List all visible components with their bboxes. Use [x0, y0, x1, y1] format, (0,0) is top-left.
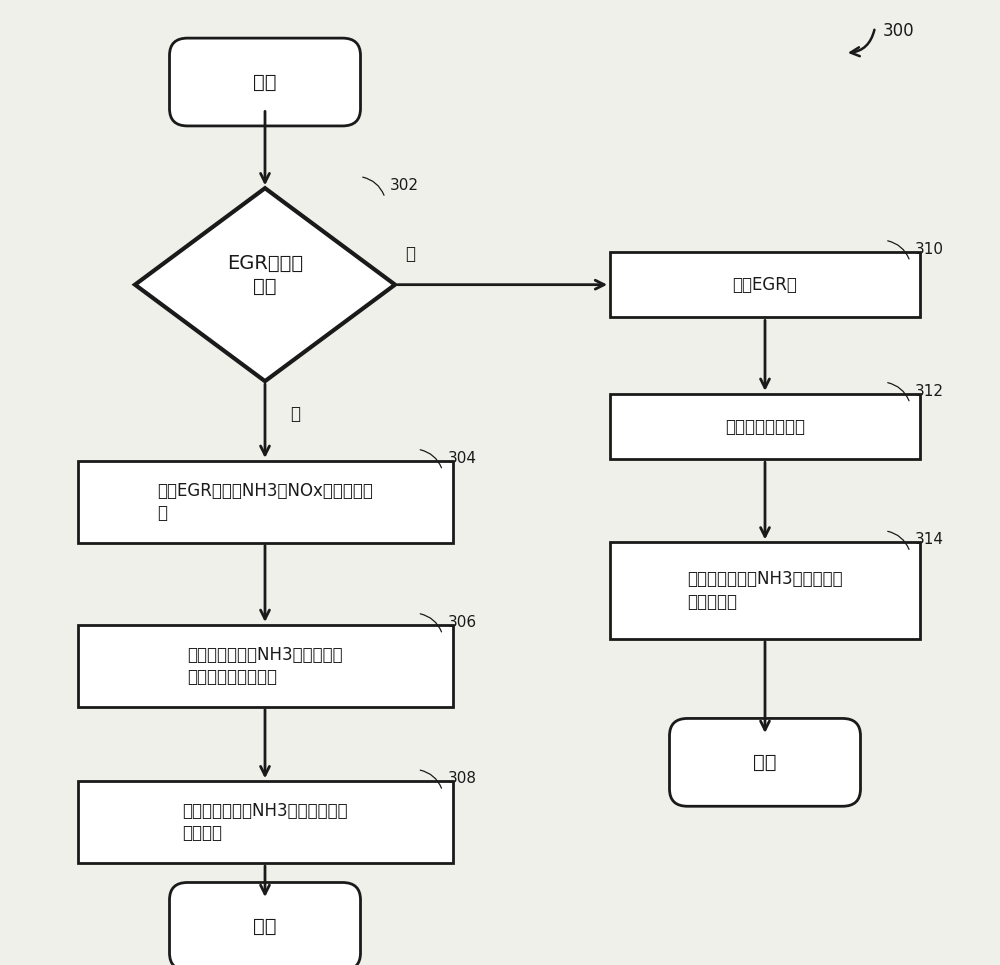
- Text: 是: 是: [290, 405, 300, 424]
- FancyBboxPatch shape: [670, 718, 860, 807]
- FancyBboxPatch shape: [78, 461, 452, 542]
- Text: 306: 306: [448, 615, 477, 630]
- Text: EGR高于门
限？: EGR高于门 限？: [227, 254, 303, 296]
- Text: 如果仍然检测到NH3泄露，则首
先调节燃料喷射参数: 如果仍然检测到NH3泄露，则首 先调节燃料喷射参数: [187, 646, 343, 686]
- Text: 否: 否: [405, 245, 415, 263]
- Text: 300: 300: [883, 22, 915, 40]
- Text: 开始: 开始: [253, 72, 277, 92]
- Text: 减少EGR量到由NH3、NOx量确定的程
度: 减少EGR量到由NH3、NOx量确定的程 度: [157, 482, 373, 522]
- FancyBboxPatch shape: [78, 625, 452, 706]
- FancyBboxPatch shape: [610, 252, 920, 317]
- Text: 312: 312: [915, 383, 944, 399]
- FancyBboxPatch shape: [610, 394, 920, 459]
- Text: 308: 308: [448, 771, 477, 786]
- Text: 保持EGR量: 保持EGR量: [733, 276, 797, 293]
- Polygon shape: [135, 188, 395, 381]
- Text: 304: 304: [448, 451, 477, 466]
- Text: 302: 302: [390, 178, 419, 193]
- Text: 314: 314: [915, 532, 944, 547]
- FancyBboxPatch shape: [610, 542, 920, 639]
- Text: 如果仍然检测到NH3泄露，则调
节增压压力: 如果仍然检测到NH3泄露，则调 节增压压力: [687, 570, 843, 611]
- Text: 如果仍然检测到NH3泄露，则调节
增压压力: 如果仍然检测到NH3泄露，则调节 增压压力: [182, 802, 348, 842]
- Text: 返回: 返回: [753, 753, 777, 772]
- Text: 返回: 返回: [253, 917, 277, 936]
- FancyBboxPatch shape: [78, 782, 452, 864]
- Text: 调节燃料喷射参数: 调节燃料喷射参数: [725, 418, 805, 435]
- Text: 310: 310: [915, 241, 944, 257]
- FancyBboxPatch shape: [170, 38, 361, 126]
- FancyBboxPatch shape: [170, 882, 361, 965]
